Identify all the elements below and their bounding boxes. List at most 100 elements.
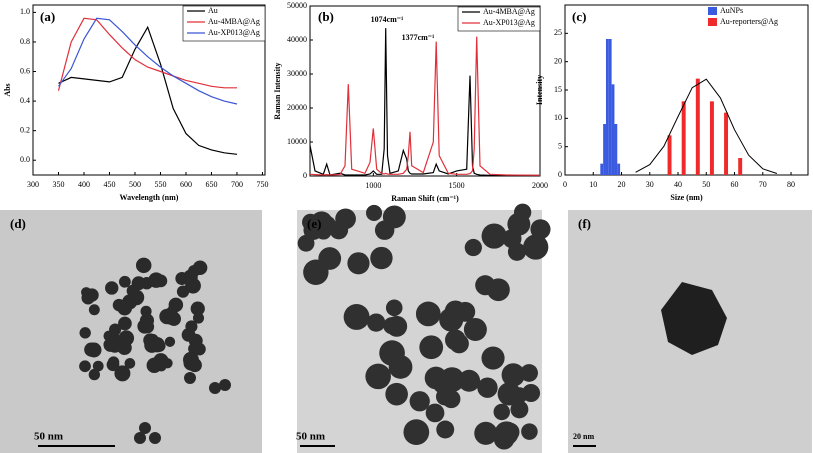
particle xyxy=(520,364,538,382)
x-tick-label: 600 xyxy=(180,180,192,189)
y-tick-label: 0.2 xyxy=(20,125,30,134)
particle xyxy=(219,379,231,391)
legend-label: Au-4MBA@Ag xyxy=(483,7,535,16)
particle xyxy=(192,260,208,276)
particle xyxy=(185,320,198,333)
y-tick-label: 20000 xyxy=(287,103,307,112)
particle xyxy=(79,327,91,339)
y-axis-title: Abs xyxy=(3,83,12,96)
bar xyxy=(617,163,621,175)
legend-label: Au-XP013@Ag xyxy=(483,18,535,27)
particle xyxy=(449,333,469,354)
legend-label: Au-XP013@Ag xyxy=(208,28,260,37)
legend-label: Au xyxy=(208,6,218,15)
particle xyxy=(185,277,201,294)
y-tick-label: 0.6 xyxy=(20,66,30,75)
y-tick-label: 0.8 xyxy=(20,37,30,46)
x-axis-title: Raman Shift (cm⁻¹) xyxy=(391,194,459,203)
particle xyxy=(661,282,727,355)
particle xyxy=(409,391,430,412)
particle xyxy=(168,297,184,313)
particle xyxy=(190,301,205,316)
tem-image xyxy=(0,210,262,453)
y-tick-label: 25 xyxy=(554,28,562,37)
particle xyxy=(435,387,454,406)
annotation: 1377cm⁻¹ xyxy=(402,33,435,42)
particle xyxy=(118,275,131,288)
particle xyxy=(475,275,496,296)
particle xyxy=(335,208,356,230)
particle xyxy=(530,219,551,240)
bar xyxy=(611,84,615,175)
particle xyxy=(425,403,445,423)
bar xyxy=(608,39,612,175)
particle xyxy=(118,330,135,346)
legend-swatch xyxy=(708,7,717,15)
particle xyxy=(139,422,151,434)
panel-label: (c) xyxy=(572,9,586,24)
bar xyxy=(738,158,743,175)
panel-label: (e) xyxy=(307,216,321,231)
particle xyxy=(343,303,370,330)
particle xyxy=(193,342,206,356)
particle xyxy=(507,242,527,261)
y-tick-label: 0.0 xyxy=(20,155,30,164)
x-tick-label: 80 xyxy=(787,180,795,189)
particle xyxy=(444,300,467,322)
particle xyxy=(192,312,205,324)
y-tick-label: 20 xyxy=(554,56,562,65)
x-tick-label: 1000 xyxy=(365,181,381,190)
bar xyxy=(681,101,686,175)
x-tick-label: 50 xyxy=(702,180,710,189)
particle xyxy=(135,257,152,274)
particle xyxy=(500,422,520,442)
bar xyxy=(605,39,609,175)
y-axis-title: Intensity xyxy=(535,75,544,105)
x-tick-label: 1500 xyxy=(449,181,465,190)
x-axis-title: Wavelength (nm) xyxy=(120,193,179,202)
x-tick-label: 20 xyxy=(618,180,626,189)
particle xyxy=(481,223,507,249)
particle xyxy=(86,342,102,358)
plot-frame xyxy=(32,4,266,176)
particle xyxy=(458,369,481,392)
particle xyxy=(510,400,529,419)
particle xyxy=(501,363,525,387)
x-tick-label: 60 xyxy=(731,180,739,189)
y-axis-title: Raman Intensity xyxy=(273,62,282,119)
particle xyxy=(303,220,324,240)
particle xyxy=(366,204,383,221)
x-tick-label: 70 xyxy=(759,180,767,189)
particle xyxy=(131,276,146,291)
particle xyxy=(382,205,406,229)
scale-label: 50 nm xyxy=(34,431,63,443)
y-tick-label: 10 xyxy=(554,113,562,122)
data-line xyxy=(58,25,238,155)
x-tick-label: 30 xyxy=(646,180,654,189)
x-tick-label: 500 xyxy=(129,180,141,189)
y-tick-label: 15 xyxy=(554,85,562,94)
x-axis-title: Size (nm) xyxy=(670,193,703,202)
particle xyxy=(149,336,165,353)
x-tick-label: 0 xyxy=(563,180,567,189)
particle xyxy=(383,317,401,335)
particle xyxy=(117,300,133,316)
y-tick-label: 40000 xyxy=(287,35,307,44)
bar xyxy=(724,112,729,175)
x-tick-label: 650 xyxy=(205,180,217,189)
particle xyxy=(419,335,444,360)
bar xyxy=(695,78,700,175)
bar xyxy=(603,124,606,175)
particle xyxy=(507,212,531,236)
particle xyxy=(385,299,403,317)
particle xyxy=(105,281,119,295)
particle xyxy=(415,301,441,327)
particle xyxy=(153,353,169,369)
particle xyxy=(303,259,329,285)
particle xyxy=(463,317,487,341)
particle xyxy=(149,432,161,444)
y-tick-label: 0 xyxy=(558,170,562,179)
data-line xyxy=(309,36,541,176)
fit-curve xyxy=(635,78,778,174)
